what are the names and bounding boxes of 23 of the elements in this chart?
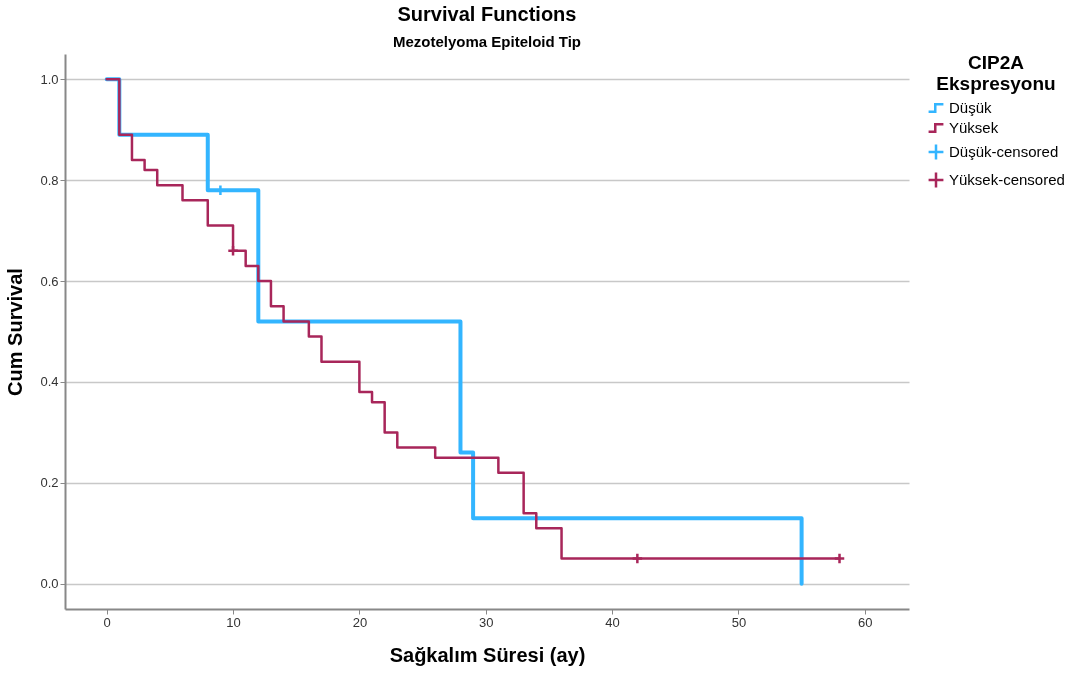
y-axis-title: Cum Survival — [4, 268, 27, 396]
y-tick-label: 0.0 — [40, 576, 59, 592]
y-tick-label: 0.2 — [40, 475, 59, 491]
point — [833, 552, 846, 565]
legend-label: Düşük — [949, 99, 993, 116]
x-tick-label: 60 — [858, 614, 873, 630]
chart-title: Survival Functions — [397, 3, 577, 25]
y-tick-label: 0.8 — [40, 172, 59, 188]
y-tick-label: 0.6 — [40, 273, 59, 289]
x-axis-title: Sağkalım Süresi (ay) — [389, 643, 586, 666]
legend-label: Yüksek — [949, 119, 999, 136]
x-tick-label: 10 — [226, 614, 241, 630]
y-tick-label: 1.0 — [40, 71, 59, 87]
x-tick-label: 50 — [731, 614, 747, 630]
legend-title: CIP2A Ekspresyonu — [936, 52, 1056, 94]
x-tick-label: 40 — [605, 614, 620, 630]
x-tick-label: 0 — [103, 614, 111, 630]
x-tick-label: 20 — [352, 614, 368, 630]
legend-label: Yüksek-censored — [949, 171, 1065, 188]
x-tick-label: 30 — [479, 614, 494, 630]
legend-label: Düşük-censored — [949, 143, 1059, 160]
chart-subtitle: Mezotelyoma Epiteloid Tip — [392, 33, 582, 50]
y-tick-label: 0.4 — [40, 374, 59, 390]
